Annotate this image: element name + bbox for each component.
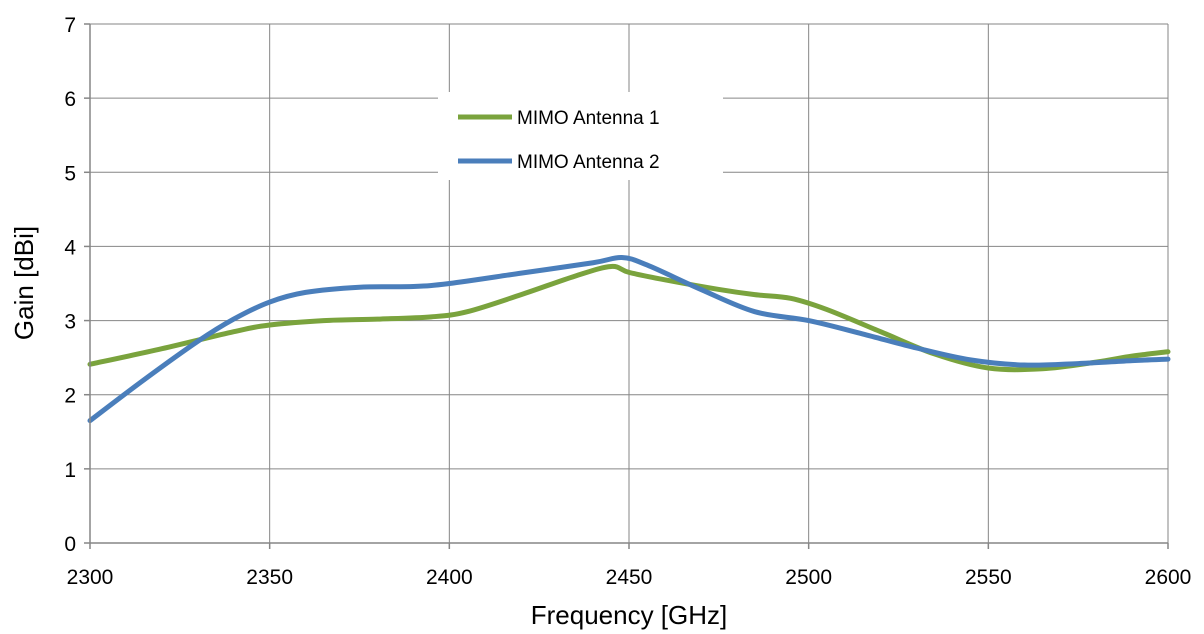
y-tick-label: 6: [64, 88, 76, 111]
legend-label-mimo-antenna-1: MIMO Antenna 1: [517, 108, 660, 129]
legend: MIMO Antenna 1 MIMO Antenna 2: [438, 92, 723, 180]
legend-label-mimo-antenna-2: MIMO Antenna 2: [517, 152, 660, 173]
y-tick-label: 2: [64, 385, 76, 408]
legend-box: [438, 92, 723, 180]
x-tick-label: 2300: [67, 566, 114, 589]
x-tick-label: 2600: [1145, 566, 1192, 589]
series-line-mimo-antenna-1: [87, 263, 1171, 373]
x-tick-label: 2550: [965, 566, 1012, 589]
y-tick-label: 7: [64, 14, 76, 37]
tick-labels: 0 1 2 3 4 5 6 7 2300 2350 2400 2450 2500 2550 2600: [64, 14, 1191, 589]
y-tick-label: 4: [64, 236, 76, 259]
x-tick-label: 2350: [246, 566, 293, 589]
series-lines: [87, 255, 1171, 424]
x-tick-label: 2450: [606, 566, 653, 589]
y-axis-title: Gain [dBi]: [9, 226, 39, 340]
series-line-mimo-antenna-2: [87, 255, 1171, 424]
y-tick-label: 1: [64, 459, 76, 482]
y-tick-label: 5: [64, 162, 76, 185]
y-tick-label: 3: [64, 311, 76, 334]
x-tick-label: 2400: [426, 566, 473, 589]
x-tick-label: 2500: [785, 566, 832, 589]
x-axis-title: Frequency [GHz]: [531, 600, 728, 630]
y-tick-label: 0: [64, 533, 76, 556]
